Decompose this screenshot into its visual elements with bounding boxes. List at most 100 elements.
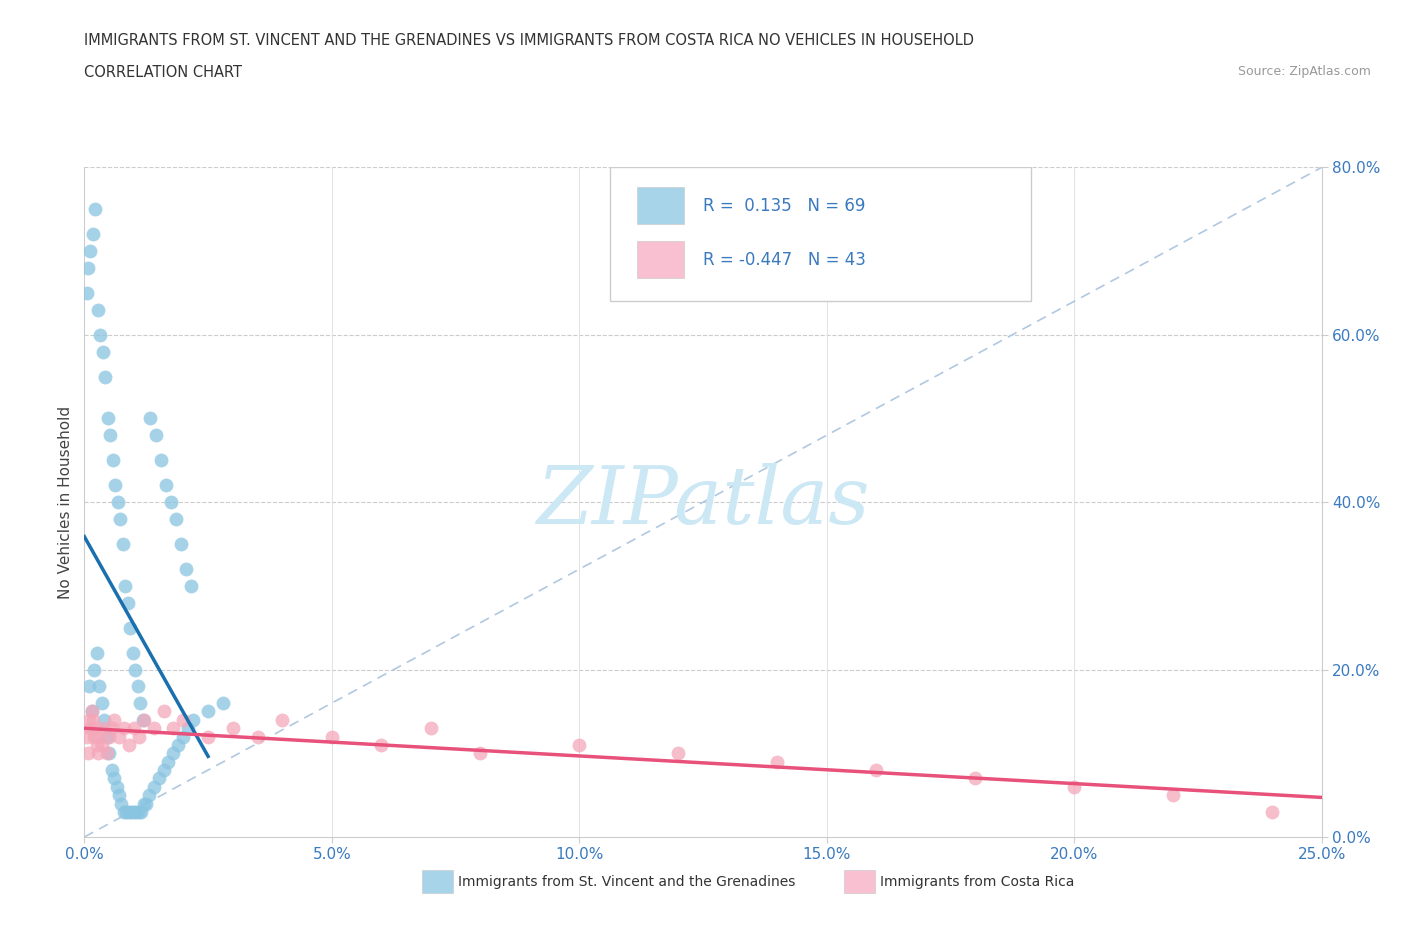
Text: IMMIGRANTS FROM ST. VINCENT AND THE GRENADINES VS IMMIGRANTS FROM COSTA RICA NO : IMMIGRANTS FROM ST. VINCENT AND THE GREN… bbox=[84, 33, 974, 47]
Point bbox=[80, 704, 103, 719]
Point bbox=[89, 327, 111, 342]
Point bbox=[129, 804, 152, 819]
Point bbox=[568, 737, 591, 752]
Point bbox=[118, 737, 141, 752]
Text: R = -0.447   N = 43: R = -0.447 N = 43 bbox=[703, 251, 866, 269]
Point bbox=[165, 512, 187, 526]
Point bbox=[145, 428, 167, 443]
Point bbox=[89, 729, 111, 744]
Point bbox=[122, 721, 145, 736]
Text: Immigrants from St. Vincent and the Grenadines: Immigrants from St. Vincent and the Gren… bbox=[458, 874, 796, 889]
Point bbox=[197, 729, 219, 744]
Point bbox=[132, 796, 155, 811]
Point bbox=[90, 696, 112, 711]
Point bbox=[82, 227, 104, 242]
Point bbox=[177, 721, 200, 736]
Point bbox=[104, 478, 127, 493]
Point bbox=[124, 662, 146, 677]
Point bbox=[157, 754, 180, 769]
Point bbox=[84, 202, 107, 217]
Point bbox=[103, 712, 125, 727]
Point bbox=[77, 746, 100, 761]
Point bbox=[162, 721, 184, 736]
Point bbox=[128, 696, 150, 711]
Point bbox=[105, 779, 128, 794]
Bar bbox=[637, 241, 685, 278]
Point bbox=[167, 737, 190, 752]
Point bbox=[138, 788, 160, 803]
Point bbox=[170, 537, 193, 551]
Point bbox=[83, 662, 105, 677]
Point bbox=[108, 788, 131, 803]
Point bbox=[127, 679, 149, 694]
Point bbox=[321, 729, 343, 744]
Point bbox=[148, 771, 170, 786]
Point bbox=[470, 746, 492, 761]
Point bbox=[120, 804, 142, 819]
Point bbox=[172, 729, 194, 744]
Point bbox=[100, 763, 122, 777]
Point bbox=[162, 746, 184, 761]
Point bbox=[100, 721, 122, 736]
Text: CORRELATION CHART: CORRELATION CHART bbox=[84, 65, 242, 80]
Point bbox=[138, 411, 160, 426]
Point bbox=[84, 721, 107, 736]
Point bbox=[101, 453, 124, 468]
Point bbox=[180, 578, 202, 593]
Point bbox=[97, 411, 120, 426]
Point bbox=[96, 729, 118, 744]
Point bbox=[271, 712, 294, 727]
Text: Immigrants from Costa Rica: Immigrants from Costa Rica bbox=[880, 874, 1074, 889]
Point bbox=[76, 286, 98, 300]
Point bbox=[197, 704, 219, 719]
Point bbox=[82, 712, 104, 727]
Point bbox=[155, 478, 177, 493]
Point bbox=[142, 721, 165, 736]
Point bbox=[108, 729, 131, 744]
Point bbox=[419, 721, 441, 736]
Point bbox=[79, 244, 101, 259]
Point bbox=[666, 746, 689, 761]
Point bbox=[246, 729, 269, 744]
Point bbox=[142, 779, 165, 794]
Point bbox=[107, 495, 129, 510]
Point bbox=[1063, 779, 1085, 794]
Point bbox=[152, 704, 174, 719]
Point bbox=[94, 369, 117, 384]
Point bbox=[174, 562, 197, 577]
Point bbox=[98, 428, 121, 443]
Point bbox=[103, 771, 125, 786]
Point bbox=[79, 679, 101, 694]
Text: Source: ZipAtlas.com: Source: ZipAtlas.com bbox=[1237, 65, 1371, 78]
Point bbox=[1261, 804, 1284, 819]
Point bbox=[121, 645, 143, 660]
Point bbox=[172, 712, 194, 727]
Point bbox=[152, 763, 174, 777]
Point bbox=[87, 746, 110, 761]
Point bbox=[86, 737, 108, 752]
Point bbox=[80, 704, 103, 719]
Point bbox=[222, 721, 245, 736]
Point bbox=[108, 512, 131, 526]
Point bbox=[135, 796, 157, 811]
Point bbox=[77, 260, 100, 275]
Point bbox=[79, 712, 101, 727]
Point bbox=[96, 746, 118, 761]
Point bbox=[91, 344, 114, 359]
Point bbox=[110, 796, 132, 811]
Point bbox=[965, 771, 987, 786]
Point bbox=[181, 712, 204, 727]
FancyBboxPatch shape bbox=[610, 167, 1031, 301]
Point bbox=[114, 578, 136, 593]
Point bbox=[98, 729, 121, 744]
Point bbox=[128, 729, 150, 744]
Y-axis label: No Vehicles in Household: No Vehicles in Household bbox=[58, 405, 73, 599]
Point bbox=[132, 712, 155, 727]
Point bbox=[118, 804, 141, 819]
Text: R =  0.135   N = 69: R = 0.135 N = 69 bbox=[703, 197, 865, 215]
Point bbox=[112, 721, 135, 736]
Point bbox=[128, 804, 150, 819]
Point bbox=[98, 746, 121, 761]
Bar bbox=[637, 188, 685, 224]
Point bbox=[160, 495, 183, 510]
